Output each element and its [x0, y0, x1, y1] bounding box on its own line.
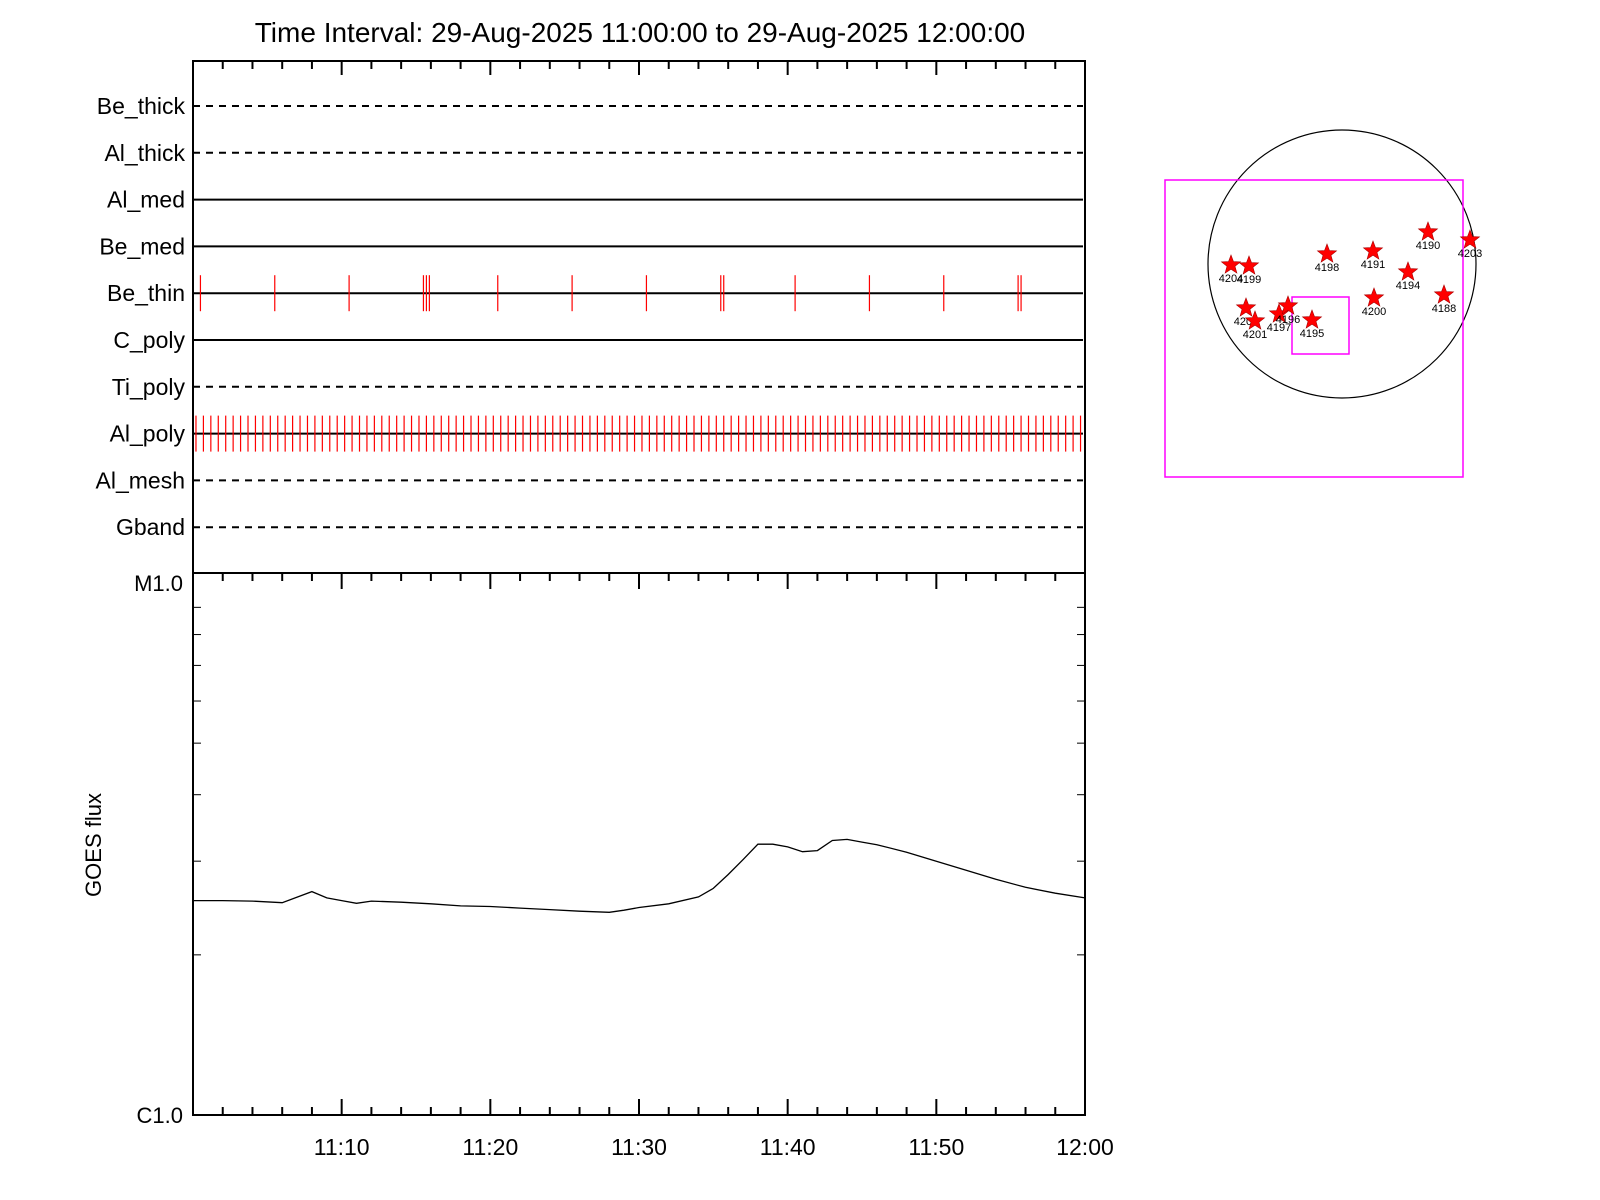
active-region-star [1238, 255, 1260, 275]
chart-title: Time Interval: 29-Aug-2025 11:00:00 to 2… [255, 17, 1026, 48]
filter-label: Be_thin [107, 280, 185, 306]
active-region-star [1362, 240, 1384, 260]
active-region-label: 4188 [1432, 303, 1456, 315]
active-region-label: 4200 [1362, 306, 1386, 318]
active-region-label: 4201 [1243, 329, 1267, 341]
x-tick-label: 11:40 [760, 1134, 816, 1160]
active-region-star [1235, 297, 1257, 317]
goes-flux-line [193, 838, 1086, 913]
active-region-label: 4204 [1219, 273, 1243, 285]
active-region-label: 4195 [1300, 328, 1324, 340]
x-tick-label: 11:30 [611, 1134, 667, 1160]
active-region-star [1363, 287, 1385, 307]
active-region-star [1397, 261, 1419, 281]
active-region-label: 4196 [1276, 314, 1300, 326]
active-region-star [1433, 284, 1455, 304]
y-tick-label: M1.0 [134, 571, 183, 596]
active-region-star [1417, 221, 1439, 241]
active-region-label: 4191 [1361, 259, 1385, 271]
active-region-label: 4197 [1267, 322, 1291, 334]
active-region-label: 4203 [1458, 248, 1482, 260]
filter-timeline-panel: Be_thick Al_thick Al_med Be_med Be_thin C_pol… [96, 60, 1086, 574]
filter-label: Al_med [107, 187, 185, 213]
filter-label: C_poly [113, 327, 185, 353]
filter-label: Ti_poly [112, 374, 186, 400]
x-tick-label: 12:00 [1056, 1134, 1114, 1160]
active-region-label: 4198 [1315, 262, 1339, 274]
filter-label: Al_poly [110, 421, 186, 447]
x-tick-label: 11:50 [908, 1134, 964, 1160]
filter-label: Al_mesh [96, 467, 185, 493]
x-tick-label: 11:10 [314, 1134, 370, 1160]
y-axis-label: GOES flux [81, 793, 106, 897]
active-region-label: 4194 [1396, 280, 1420, 292]
active-region-star [1459, 229, 1481, 249]
active-region-star [1316, 243, 1338, 263]
active-region-label: 4190 [1416, 240, 1440, 252]
active-region-star [1277, 295, 1299, 315]
target-box [1291, 296, 1350, 355]
timeline-frame [192, 60, 1086, 574]
solar-disk [1207, 129, 1477, 399]
filter-label: Be_thick [97, 93, 186, 119]
y-tick-label: C1.0 [137, 1103, 183, 1128]
filter-label: Al_thick [104, 140, 185, 166]
active-region-star [1301, 309, 1323, 329]
fov-box [1164, 179, 1464, 478]
active-region-star [1244, 310, 1266, 330]
x-tick-label: 11:20 [462, 1134, 518, 1160]
filter-label: Be_med [99, 233, 185, 259]
goes-flux-panel: 11:10 11:20 11:30 11:40 11:50 12:00 C1.0 M1.0 GO… [81, 571, 1114, 1160]
goes-frame [192, 572, 1086, 1116]
active-region-label: 4199 [1237, 274, 1261, 286]
filter-label: Gband [116, 514, 185, 540]
active-region-star [1220, 254, 1242, 274]
